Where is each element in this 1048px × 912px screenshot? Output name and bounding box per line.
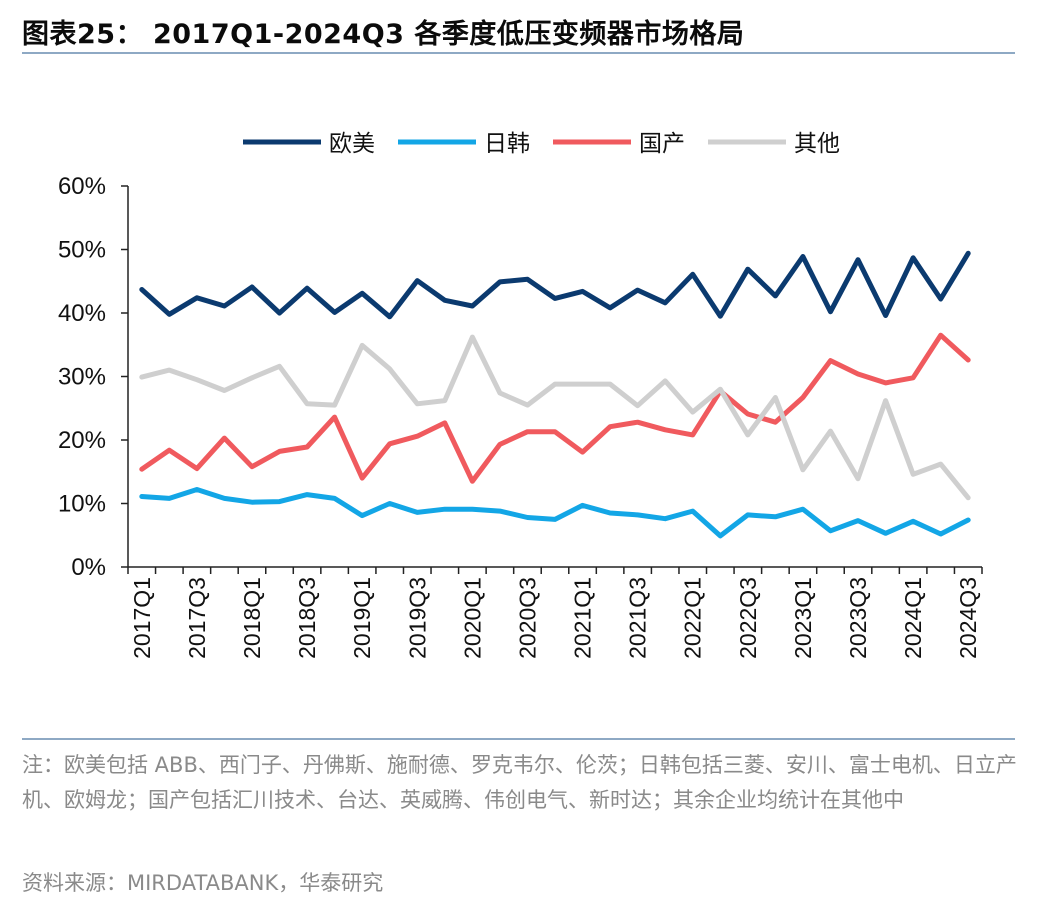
line-chart: 欧美 日韩 国产 其他 0% 10% 20% 30% 40% 50% 60% 2017Q1 2017Q… — [58, 131, 983, 659]
legend-label-0: 欧美 — [329, 131, 375, 157]
y-tick-label: 60% — [58, 173, 106, 200]
chart-title: 图表25： 2017Q1-2024Q3 各季度低压变频器市场格局 — [22, 19, 745, 50]
x-tick-label: 2020Q3 — [514, 577, 540, 659]
source-note: 资料来源：MIRDATABANK，华泰研究 — [22, 871, 384, 895]
y-tick-label: 0% — [71, 554, 106, 581]
series-line-3 — [139, 334, 971, 501]
x-tick-label: 2024Q1 — [900, 577, 926, 659]
x-tick-label: 2024Q3 — [955, 577, 981, 659]
y-tick-label: 50% — [58, 237, 106, 264]
x-tick-label: 2020Q1 — [459, 577, 485, 659]
legend-label-2: 国产 — [639, 131, 685, 157]
footnote: 注：欧美包括 ABB、西门子、丹佛斯、施耐德、罗克韦尔、伦茨；日韩包括三菱、安川… — [22, 753, 1017, 812]
x-tick-label: 2018Q1 — [239, 577, 265, 659]
x-tick-label: 2023Q1 — [790, 577, 816, 659]
footer-divider — [22, 738, 1015, 740]
legend: 欧美 日韩 国产 其他 — [243, 131, 840, 157]
axes: 0% 10% 20% 30% 40% 50% 60% 2017Q1 2017Q3 2018Q1 20… — [58, 173, 983, 659]
x-tick-label: 2022Q3 — [735, 577, 761, 659]
x-tick-label: 2019Q3 — [404, 577, 430, 659]
x-tick-label: 2021Q1 — [570, 577, 596, 659]
y-tick-label: 20% — [58, 427, 106, 454]
x-tick-label: 2022Q1 — [680, 577, 706, 659]
series-line-2 — [139, 332, 971, 484]
x-tick-label: 2023Q3 — [845, 577, 871, 659]
y-tick-label: 10% — [58, 491, 106, 518]
legend-label-3: 其他 — [794, 131, 840, 157]
x-tick-label: 2018Q3 — [294, 577, 320, 659]
legend-label-1: 日韩 — [484, 131, 530, 157]
x-tick-label: 2017Q3 — [184, 577, 210, 659]
series-line-0 — [139, 250, 971, 320]
x-tick-label: 2019Q1 — [349, 577, 375, 659]
title-divider — [22, 52, 1015, 54]
x-tick-label: 2021Q3 — [625, 577, 651, 659]
y-tick-label: 30% — [58, 364, 106, 391]
y-tick-label: 40% — [58, 300, 106, 327]
series-lines — [139, 250, 971, 539]
x-tick-label: 2017Q1 — [129, 577, 155, 659]
series-line-1 — [139, 487, 971, 539]
